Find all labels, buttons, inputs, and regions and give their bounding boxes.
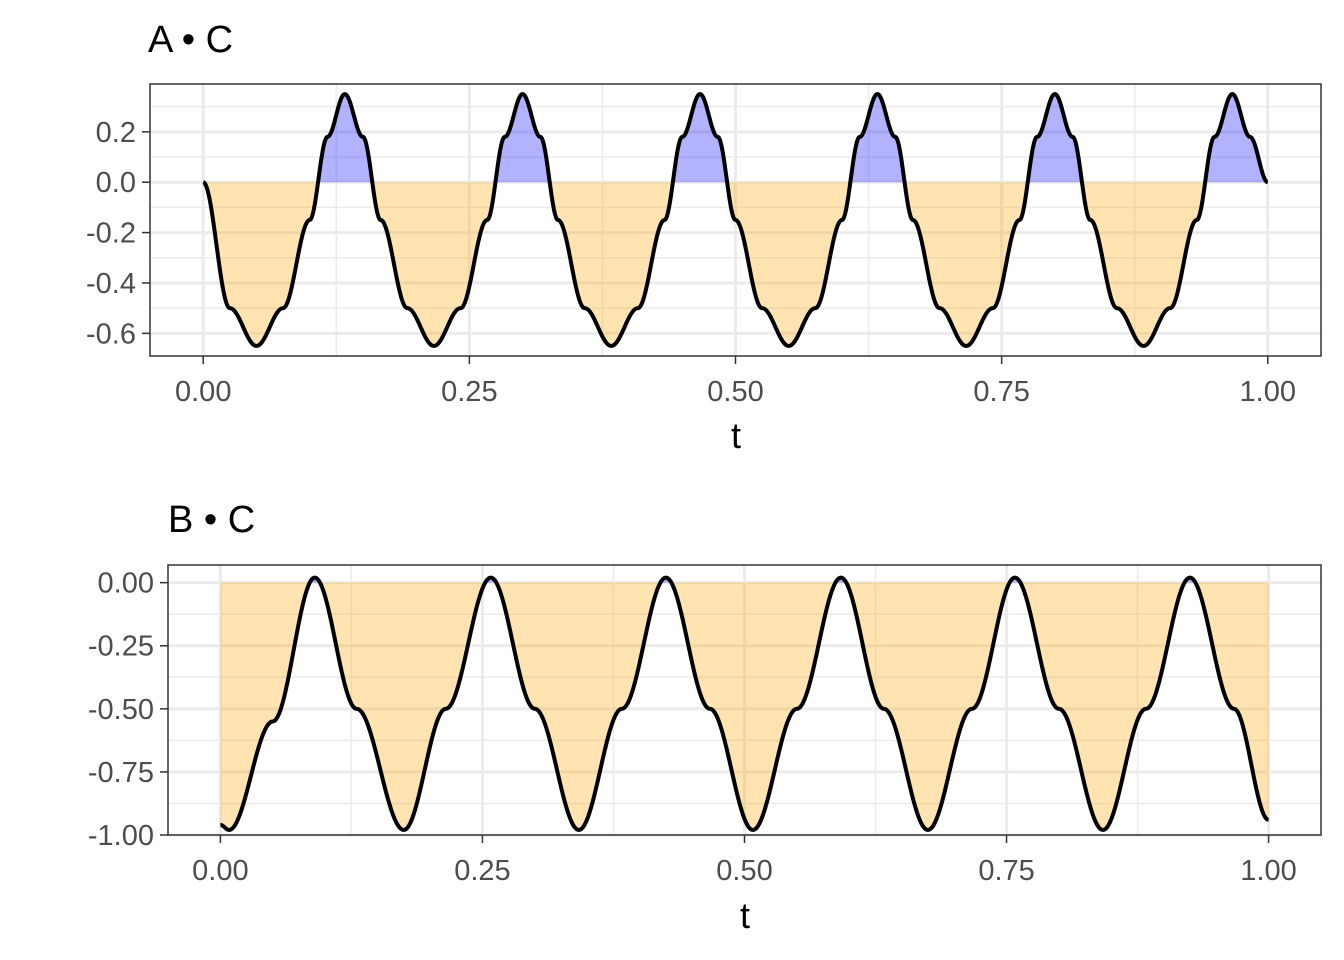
panel-b-y-tick-label: -1.00 <box>88 820 154 852</box>
panel-a-x-axis-title: t <box>731 415 741 456</box>
panel-b-title: B • C <box>168 499 255 541</box>
panel-a-x-axis: 0.00 0.25 0.50 0.75 1.00 <box>175 356 1296 408</box>
panel-b-x-tick-label: 1.00 <box>1240 855 1296 887</box>
panel-b-y-tick-label: -0.75 <box>88 757 154 789</box>
panel-b-y-tick-label: 0.00 <box>98 568 154 600</box>
panel-a-title: A • C <box>148 19 233 61</box>
panel-b-x-tick-label: 0.00 <box>192 855 248 887</box>
panel-b-negative-area <box>220 582 1269 830</box>
panel-b-x-tick-label: 0.50 <box>716 855 772 887</box>
panel-b-line-layer <box>218 575 1270 832</box>
panel-b-y-axis: 0.00 -0.25 -0.50 -0.75 -1.00 <box>88 568 168 852</box>
panel-a-y-axis: 0.2 0.0 -0.2 -0.4 -0.6 <box>86 117 150 350</box>
panel-a-x-tick-label: 0.50 <box>707 376 763 408</box>
panel-a-x-tick-label: 0.00 <box>175 376 231 408</box>
panel-b-y-tick-label: -0.50 <box>88 694 154 726</box>
panel-b: B • C 0.00-0.25-0.50-0.75-1.00 0.00 0.25 0… <box>88 499 1322 936</box>
panel-a-y-tick-label: 0.0 <box>96 167 136 199</box>
panel-a-y-tick-label: -0.2 <box>86 218 136 250</box>
panel-a-grid <box>150 84 1321 356</box>
panel-a-series-line <box>201 92 1270 348</box>
panel-b-x-axis: 0.00 0.25 0.50 0.75 1.00 <box>192 835 1297 887</box>
panel-a-y-tick-label: -0.6 <box>86 318 136 350</box>
panel-a-negative-area <box>203 182 1268 346</box>
panel-b-y-tick-label: -0.25 <box>88 631 154 663</box>
panel-b-x-tick-label: 0.75 <box>978 855 1034 887</box>
panel-b-x-axis-title: t <box>740 895 750 936</box>
panel-a-x-tick-label: 0.25 <box>441 376 497 408</box>
panel-a-fills <box>203 94 1268 346</box>
panel-a-y-tick-label: 0.2 <box>96 117 136 149</box>
panel-b-fills <box>220 577 1269 830</box>
panel-a: A • C 0.2 0.0 -0.2 -0.4 -0.6 0.00 0.25 0.50 0.7… <box>86 19 1322 456</box>
panel-a-x-tick-label: 0.75 <box>973 376 1029 408</box>
panel-a-line-layer <box>201 92 1270 348</box>
panel-b-x-tick-label: 0.25 <box>454 855 510 887</box>
panel-a-y-tick-label: -0.4 <box>86 268 136 300</box>
panel-a-x-tick-label: 1.00 <box>1240 376 1296 408</box>
panel-a-positive-area <box>203 94 1268 183</box>
panel-b-series-line <box>218 575 1270 832</box>
